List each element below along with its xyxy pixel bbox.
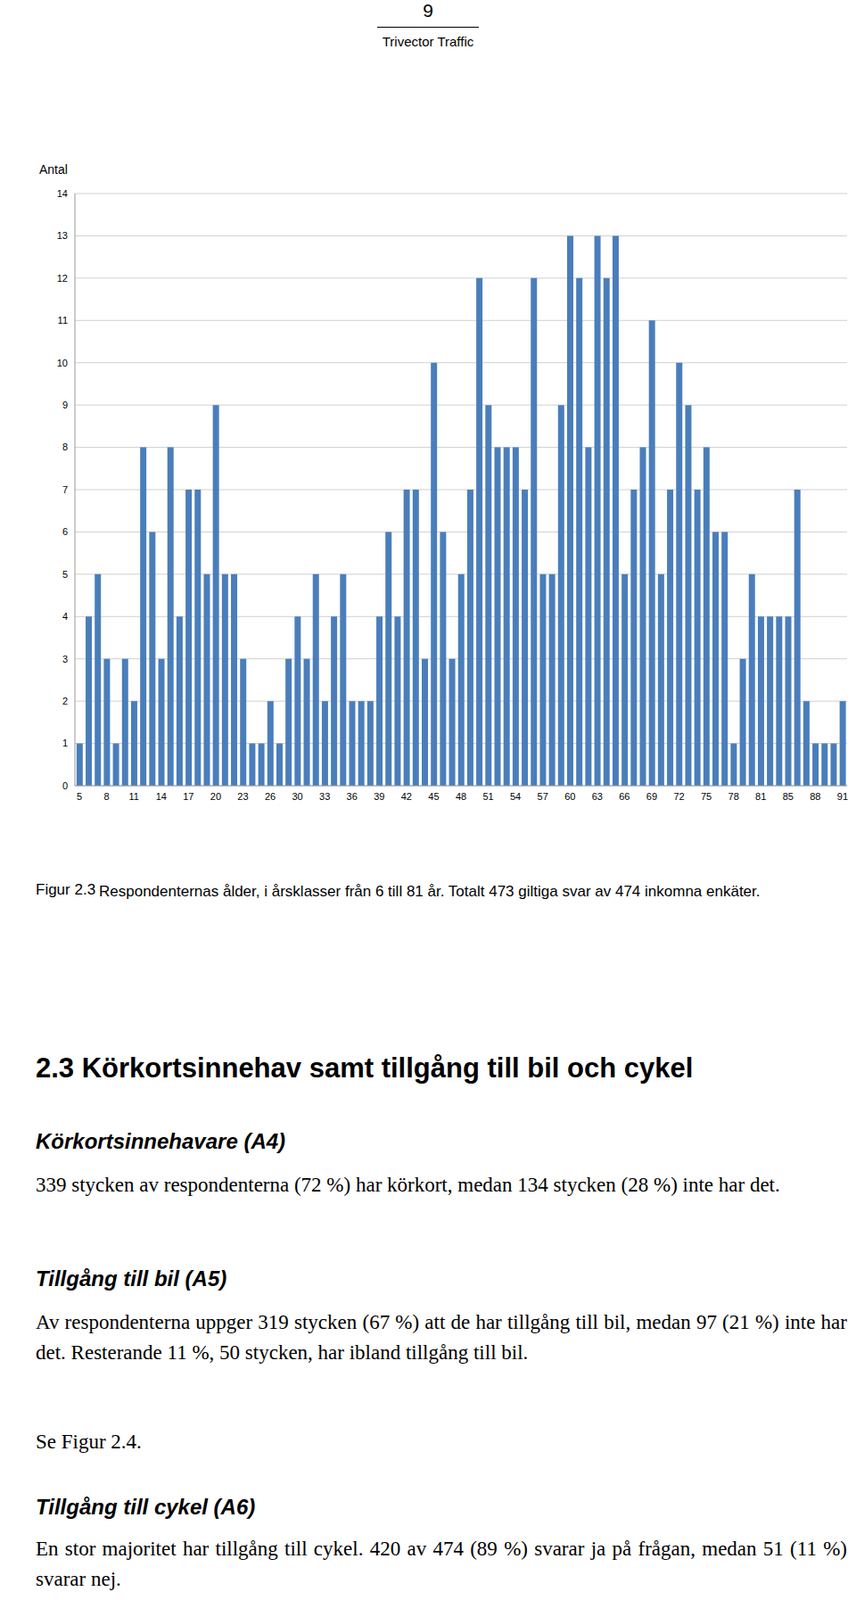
svg-text:11: 11 xyxy=(129,790,140,802)
svg-text:17: 17 xyxy=(182,790,194,802)
svg-text:20: 20 xyxy=(210,790,222,802)
svg-text:26: 26 xyxy=(264,790,276,802)
html-text:9: 9 xyxy=(422,0,434,21)
html-text:2.3 Körkortsinnehav samt tillg: 2.3 Körkortsinnehav samt tillgång till b… xyxy=(35,1052,694,1084)
html-text:Av respondenterna uppger 319 s: Av respondenterna uppger 319 stycken (67… xyxy=(35,1310,848,1364)
svg-text:42: 42 xyxy=(401,790,412,802)
svg-text:9: 9 xyxy=(62,399,68,411)
html-text:339 stycken av respondenterna: 339 stycken av respondenterna (72 %) har… xyxy=(35,1173,781,1196)
svg-text:91: 91 xyxy=(837,790,848,802)
svg-text:14: 14 xyxy=(57,188,68,199)
svg-text:8: 8 xyxy=(104,790,110,802)
svg-text:4: 4 xyxy=(62,610,68,622)
svg-text:57: 57 xyxy=(537,790,549,802)
html-text:En stor majoritet har tillgång: En stor majoritet har tillgång till cyke… xyxy=(35,1537,848,1590)
html-text:Tillgång till cykel (A6): Tillgång till cykel (A6) xyxy=(35,1494,256,1519)
svg-text:85: 85 xyxy=(782,790,794,802)
svg-text:54: 54 xyxy=(510,790,521,802)
svg-text:23: 23 xyxy=(237,790,248,802)
svg-text:1: 1 xyxy=(62,737,68,749)
svg-text:11: 11 xyxy=(57,314,68,326)
html-text:Tillgång till bil (A5): Tillgång till bil (A5) xyxy=(35,1266,227,1291)
svg-text:36: 36 xyxy=(346,790,358,802)
svg-text:75: 75 xyxy=(700,790,712,802)
svg-text:12: 12 xyxy=(57,272,68,284)
html-text:Antal: Antal xyxy=(39,162,68,177)
svg-text:88: 88 xyxy=(809,790,821,802)
svg-text:78: 78 xyxy=(728,790,740,802)
svg-text:0: 0 xyxy=(62,780,68,791)
svg-text:8: 8 xyxy=(62,441,68,453)
svg-text:39: 39 xyxy=(373,790,385,802)
svg-text:3: 3 xyxy=(62,653,68,665)
svg-text:7: 7 xyxy=(62,484,68,495)
svg-text:72: 72 xyxy=(673,790,684,802)
svg-text:30: 30 xyxy=(291,790,303,802)
svg-text:2: 2 xyxy=(62,695,68,707)
svg-text:48: 48 xyxy=(455,790,467,802)
svg-text:14: 14 xyxy=(156,790,167,802)
svg-text:33: 33 xyxy=(319,790,330,802)
svg-text:5: 5 xyxy=(62,568,68,580)
html-text:Trivector Traffic: Trivector Traffic xyxy=(382,33,474,50)
html-text:Figur 2.3 Respondenternas ålde: Figur 2.3 Respondenternas ålder, i årskl… xyxy=(35,880,761,900)
svg-text:51: 51 xyxy=(482,790,494,802)
svg-text:13: 13 xyxy=(57,230,68,241)
svg-text:69: 69 xyxy=(646,790,658,802)
svg-text:81: 81 xyxy=(755,790,766,802)
html-text:Körkortsinnehavare (A4): Körkortsinnehavare (A4) xyxy=(35,1128,286,1153)
svg-text:6: 6 xyxy=(62,526,68,537)
svg-text:66: 66 xyxy=(618,790,630,802)
svg-text:5: 5 xyxy=(76,790,83,802)
svg-text:45: 45 xyxy=(428,790,439,802)
svg-text:60: 60 xyxy=(564,790,576,802)
svg-text:63: 63 xyxy=(592,790,603,802)
svg-text:10: 10 xyxy=(57,357,68,369)
html-text:Se Figur 2.4.: Se Figur 2.4. xyxy=(35,1430,142,1453)
